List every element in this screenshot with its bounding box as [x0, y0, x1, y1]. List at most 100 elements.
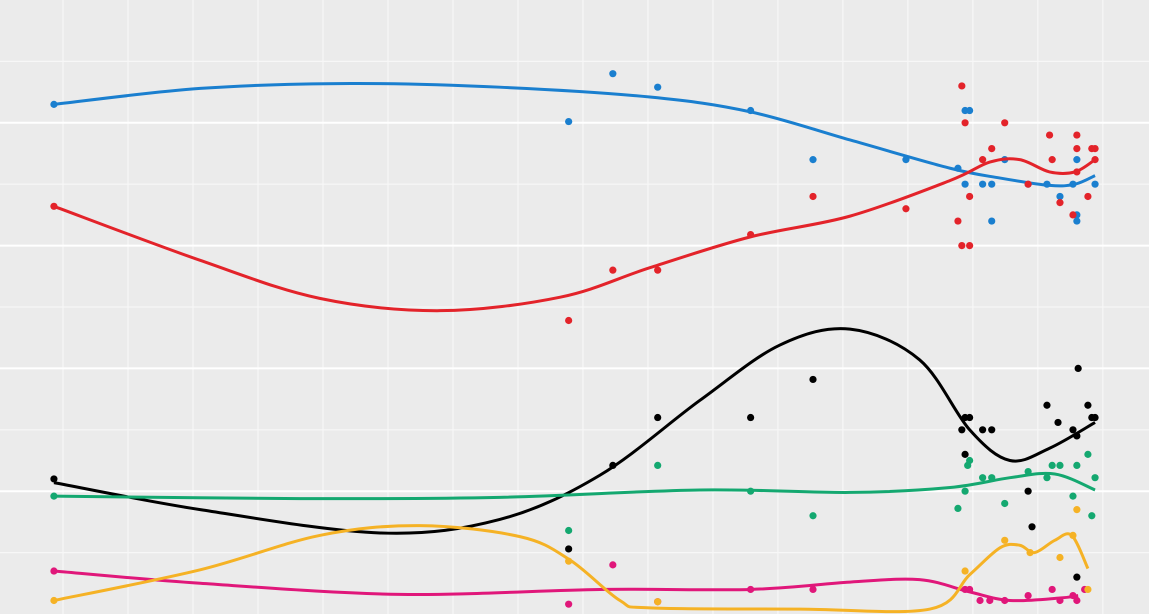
poll-point [961, 487, 969, 495]
poll-point [1073, 506, 1081, 514]
poll-point [1028, 523, 1036, 531]
poll-point [1091, 156, 1099, 164]
poll-point [50, 567, 58, 575]
series [50, 70, 1099, 225]
poll-point [988, 426, 996, 434]
poll-point [1069, 591, 1077, 600]
poll-point [1056, 192, 1064, 201]
poll-point [1001, 536, 1009, 544]
poll-point [1001, 499, 1009, 508]
poll-point [979, 180, 987, 188]
poll-point [50, 100, 58, 108]
poll-point [1084, 450, 1092, 458]
poll-point [988, 144, 996, 153]
trend-line [53, 471, 1096, 501]
poll-point [966, 413, 974, 422]
poll-point [1073, 156, 1081, 164]
poll-point [958, 426, 966, 434]
poll-point [1091, 144, 1099, 153]
series [50, 327, 1099, 581]
poll-point [954, 504, 962, 512]
poll-point [1048, 461, 1056, 470]
poll-point [979, 474, 987, 482]
poll-point [961, 180, 969, 188]
poll-point [1056, 596, 1064, 605]
poll-point [654, 83, 662, 91]
poll-point [747, 585, 755, 594]
poll-point [954, 164, 962, 172]
poll-point [961, 450, 969, 458]
poll-point [1091, 413, 1099, 422]
poll-point [988, 217, 996, 225]
poll-point [1069, 211, 1077, 219]
poll-point [1024, 487, 1032, 495]
poll-point [1043, 180, 1051, 188]
trend-line [53, 524, 1090, 614]
poll-point [609, 70, 617, 78]
poll-point [961, 119, 969, 127]
poll-point [1091, 180, 1099, 188]
poll-point [747, 413, 755, 422]
poll-point [809, 156, 817, 164]
poll-point [1091, 474, 1099, 482]
poll-point [961, 567, 969, 575]
poll-point [1054, 418, 1062, 427]
poll-point [747, 230, 755, 239]
series [50, 82, 1099, 325]
poll-point [1056, 553, 1064, 562]
poll-point [565, 526, 573, 535]
poll-point [954, 217, 962, 225]
poll-point [1084, 401, 1092, 409]
poll-point [565, 117, 573, 126]
poll-point [1024, 180, 1032, 188]
poll-point [958, 82, 966, 90]
poll-point [1001, 596, 1009, 605]
poll-point [1024, 591, 1032, 600]
poll-point [1043, 401, 1051, 409]
poll-point [747, 106, 755, 115]
poll-point [565, 600, 573, 608]
poll-point [986, 596, 994, 605]
poll-point [1069, 180, 1077, 188]
poll-point [988, 474, 996, 482]
poll-point [1073, 573, 1081, 581]
poll-point [976, 596, 984, 605]
poll-point [1073, 168, 1081, 176]
poll-point [1084, 192, 1092, 201]
poll-point [966, 456, 974, 465]
poll-point [565, 316, 573, 325]
poll-point [1024, 467, 1032, 476]
poll-point [1045, 131, 1054, 139]
poll-point [1088, 512, 1096, 520]
poll-point [609, 461, 617, 470]
poll-point [958, 242, 966, 250]
poll-point [1056, 461, 1064, 470]
poll-point [966, 242, 974, 250]
poll-point [1073, 131, 1081, 139]
poll-point [1074, 364, 1082, 372]
poll-point [966, 192, 974, 201]
poll-point [809, 192, 817, 201]
trend-line [53, 81, 1096, 188]
poll-point [654, 598, 662, 606]
poll-point [1048, 156, 1056, 164]
poll-point [747, 487, 755, 495]
poll-point [988, 180, 996, 188]
poll-point [609, 266, 617, 274]
poll-point [609, 561, 617, 569]
poll-point [1084, 585, 1092, 594]
poll-point [1073, 217, 1081, 225]
poll-point [1073, 596, 1081, 605]
poll-point [50, 492, 58, 500]
poll-point [902, 156, 910, 164]
poll-point [809, 512, 817, 520]
poll-point [50, 475, 58, 483]
poll-point [654, 266, 662, 274]
poll-point [565, 545, 573, 553]
poll-point [809, 585, 817, 594]
poll-point [1069, 531, 1077, 540]
poll-point [1073, 432, 1081, 440]
poll-point [1073, 144, 1081, 153]
